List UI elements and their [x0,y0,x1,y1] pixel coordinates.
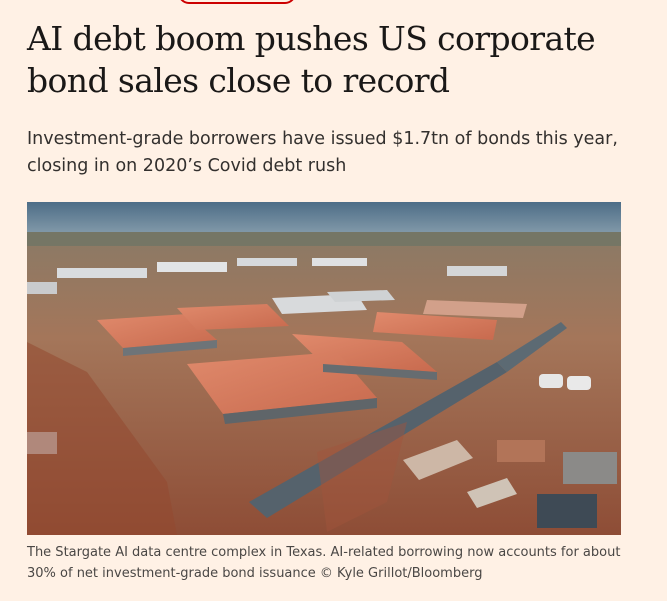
article-standfirst: Investment-grade borrowers have issued $… [27,129,618,176]
article-photo [27,202,621,535]
data-centre-aerial-photo [27,202,621,535]
article-headline: AI debt boom pushes US corporate bond sa… [27,19,596,100]
section-tag-pill[interactable] [178,0,296,4]
photo-caption: The Stargate AI data centre complex in T… [27,545,621,581]
